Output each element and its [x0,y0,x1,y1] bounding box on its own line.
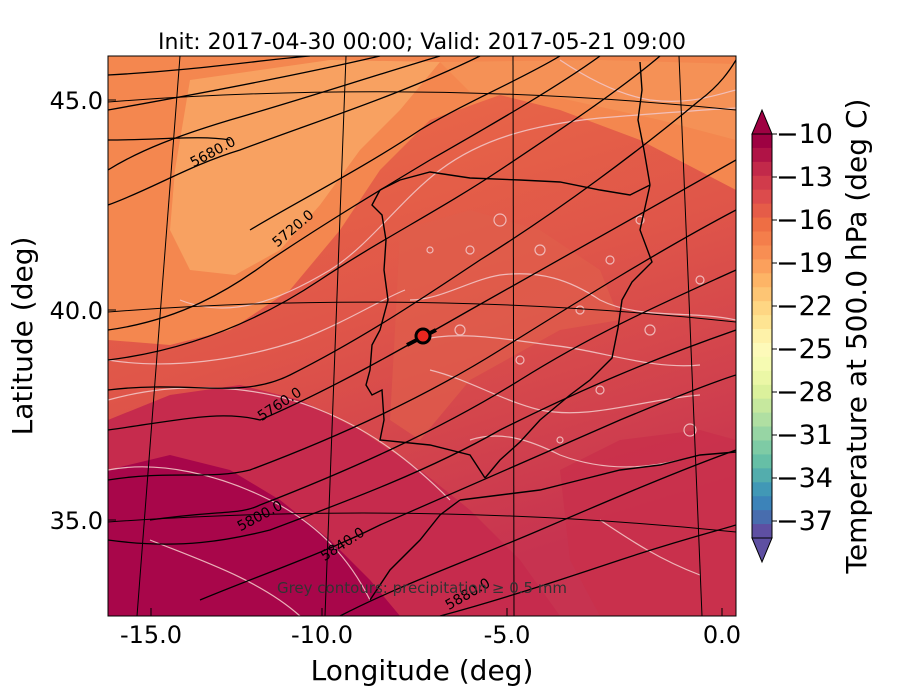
x-tick-label: -10.0 [291,621,353,649]
colorbar-step [752,189,772,205]
colorbar-step [752,301,772,316]
colorbar-step [752,412,772,428]
precipitation-note: Grey contours: precipitation ≥ 0.5 mm [277,579,567,597]
colorbar-step [752,398,772,414]
colorbar-tick-label: −22 [776,291,833,322]
colorbar-steps [752,134,772,539]
colorbar-extend-min [751,537,773,564]
y-tick-label: 45.0 [50,87,103,115]
x-tick-label: -5.0 [484,621,531,649]
colorbar-step [752,329,772,344]
colorbar-step [752,315,772,330]
colorbar-tick-label: −37 [776,506,833,537]
colorbar-step [752,231,772,247]
x-axis-label: Longitude (deg) [311,654,534,687]
warmest-temperature-region [170,60,440,275]
colorbar-tick-label: −25 [776,334,833,365]
colorbar-step [752,524,772,539]
colorbar-step [752,259,772,274]
x-axis: -15.0 -10.0 -5.0 0.0 Longitude (deg) [120,608,741,687]
colorbar-step [752,426,772,442]
colorbar-tick-label: −19 [776,248,833,279]
colorbar-tick-label: −31 [776,420,833,451]
precipitation-contours [108,59,736,616]
colorbar-step [752,342,772,358]
colorbar-tick-label: −34 [776,463,833,494]
y-tick-label: 40.0 [50,297,103,325]
colorbar-ticks: −10 −13 −16 −19 −22 −25 −28 −31 −34 −37 [772,119,833,537]
colorbar-step [752,356,772,372]
x-tick-label: 0.0 [703,621,741,649]
colorbar-step [752,134,772,149]
colorbar-step [752,245,772,260]
colorbar-step [752,217,772,233]
colorbar-tick-label: −13 [776,162,833,193]
crimson-region-east [560,430,736,616]
colorbar-tick-label: −16 [776,205,833,236]
x-tick-label: -15.0 [120,621,182,649]
colorbar-step [752,510,772,525]
colorbar-tick-label: −28 [776,377,833,408]
plot-frame [107,55,737,617]
colorbar-step [752,482,772,497]
iberia-temperature-tongue [390,210,620,440]
colorbar-step [752,468,772,483]
y-axis-label: Latitude (deg) [6,237,39,436]
colorbar-step [752,147,772,163]
colorbar-step [752,384,772,400]
colorbar-step [752,370,772,386]
location-marker [414,327,432,345]
y-axis: 45.0 40.0 35.0 Latitude (deg) [6,87,116,535]
coastlines [365,61,736,601]
plot-title: Init: 2017-04-30 00:00; Valid: 2017-05-2… [158,30,686,55]
colorbar-step [752,496,772,511]
colorbar-step [752,203,772,219]
colorbar-step [752,273,772,288]
map-panel: 5680.0 5720.0 5760.0 5800.0 5840.0 5880.… [108,56,736,616]
colorbar-tick-label: −10 [776,119,833,150]
colorbar-step [752,287,772,302]
graticule [108,56,736,616]
colorbar-label: Temperature at 500.0 hPa (deg C) [840,99,873,575]
colorbar-step [752,175,772,191]
colorbar-step [752,440,772,456]
colorbar-step [752,454,772,469]
colorbar-frame [751,133,773,539]
colorbar: −10 −13 −16 −19 −22 −25 −28 −31 −34 −37 … [751,99,873,575]
colorbar-step [752,161,772,177]
height-contours [108,56,736,616]
y-tick-label: 35.0 [50,507,103,535]
colorbar-extend-max [751,108,773,135]
